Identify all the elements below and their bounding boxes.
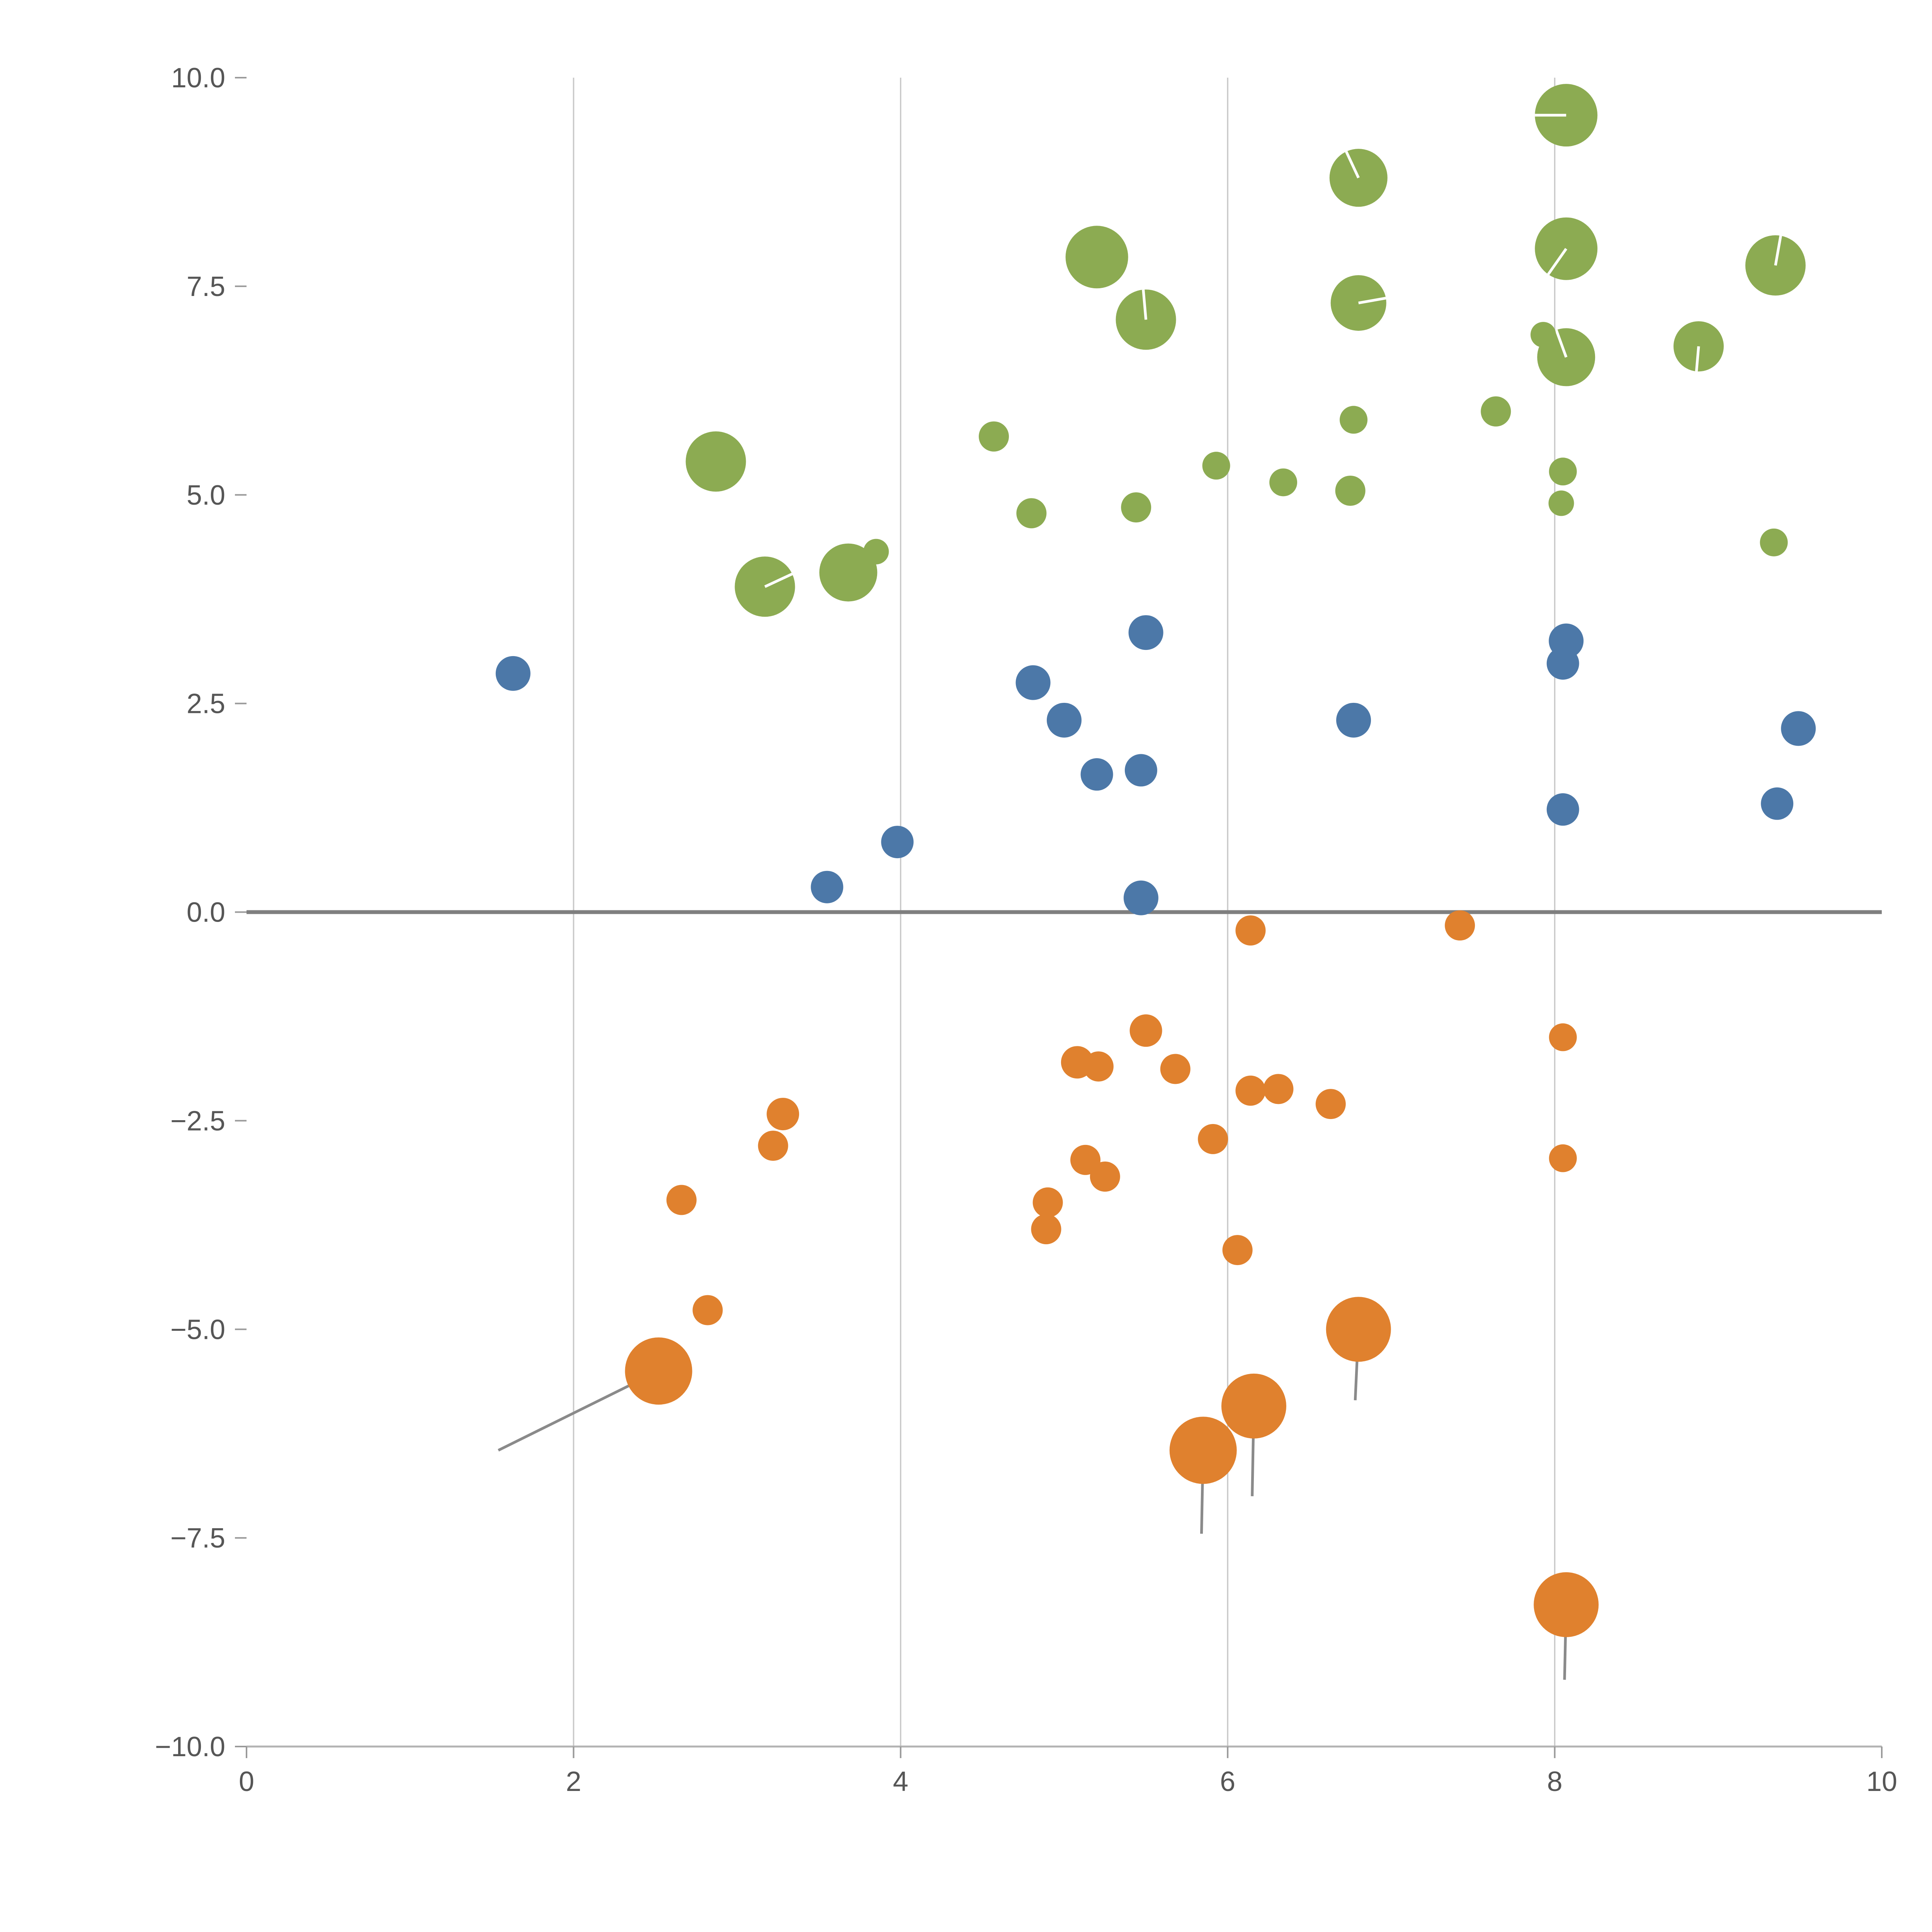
- data-point: [1781, 711, 1816, 746]
- data-point: [1128, 615, 1163, 650]
- data-point: [881, 826, 914, 859]
- y-tick-label: 2.5: [187, 689, 225, 719]
- x-tick-label: 8: [1547, 1766, 1563, 1797]
- y-tick-label: 10.0: [171, 63, 225, 94]
- data-point: [1549, 1144, 1577, 1172]
- y-tick-label: −2.5: [170, 1105, 225, 1136]
- data-point: [767, 1098, 799, 1131]
- x-tick-label: 4: [893, 1766, 908, 1797]
- x-axis: 0 2 4 6 8 10: [239, 1747, 1897, 1797]
- data-point: [1336, 702, 1371, 738]
- data-point: [1031, 1214, 1061, 1245]
- x-tick-label: 6: [1220, 1766, 1235, 1797]
- data-point: [1235, 1075, 1266, 1106]
- data-point: [1530, 322, 1556, 348]
- data-point: [1090, 1162, 1120, 1192]
- series-green-group: [685, 84, 1806, 617]
- data-point: [1032, 1187, 1063, 1218]
- data-point: [1549, 1023, 1577, 1051]
- data-point: [979, 421, 1009, 452]
- data-point: [666, 1185, 697, 1215]
- bubble-white-tick: [1695, 346, 1700, 372]
- data-point: [1534, 1572, 1599, 1637]
- data-point: [1315, 1089, 1346, 1119]
- data-point: [1546, 647, 1579, 680]
- data-point: [685, 431, 746, 492]
- bubble-white-tick: [1358, 297, 1386, 304]
- data-point: [1481, 396, 1511, 427]
- data-point: [1083, 1051, 1114, 1082]
- data-point: [1124, 754, 1157, 787]
- data-point: [1222, 1235, 1253, 1265]
- bubble-white-tick: [1555, 329, 1568, 358]
- data-point: [1760, 528, 1788, 556]
- y-tick-label: −10.0: [155, 1731, 225, 1762]
- x-tick-label: 0: [239, 1766, 254, 1797]
- y-tick-label: −5.0: [170, 1314, 225, 1345]
- data-point: [1169, 1417, 1237, 1484]
- data-point: [1080, 758, 1113, 791]
- data-point: [1198, 1124, 1228, 1154]
- data-point: [1335, 475, 1366, 506]
- y-tick-label: 0.0: [187, 897, 225, 928]
- data-point: [1160, 1054, 1190, 1084]
- data-point: [1047, 702, 1082, 738]
- bubble-white-tick: [1774, 235, 1782, 266]
- data-point: [1221, 1373, 1286, 1439]
- y-tick-label: −7.5: [170, 1523, 225, 1554]
- series-orange-group: [498, 910, 1599, 1680]
- y-axis: 10.0 7.5 5.0 2.5 0.0 −2.5 −5.0 −7.5 −10.0: [155, 63, 247, 1762]
- data-point: [1123, 880, 1158, 915]
- bubble-white-tick: [1547, 248, 1568, 276]
- series-blue-group: [495, 615, 1816, 915]
- data-point: [1070, 1145, 1101, 1175]
- data-point: [495, 656, 531, 691]
- data-point: [1269, 468, 1298, 497]
- data-point: [1445, 910, 1475, 941]
- data-point: [1761, 787, 1794, 820]
- data-point: [1340, 406, 1368, 434]
- y-tick-label: 7.5: [187, 271, 225, 302]
- bubble-white-tick: [764, 573, 793, 588]
- data-point: [1548, 490, 1574, 516]
- data-point: [1015, 665, 1051, 700]
- data-point: [1326, 1297, 1391, 1362]
- x-tick-label: 10: [1866, 1766, 1897, 1797]
- data-point: [819, 543, 878, 602]
- data-point: [692, 1295, 723, 1325]
- bubble-white-tick: [1345, 151, 1360, 179]
- bubble-white-tick: [1142, 289, 1148, 320]
- data-point: [863, 539, 889, 565]
- data-point: [625, 1337, 692, 1405]
- data-point: [1065, 226, 1128, 289]
- data-point: [1121, 492, 1151, 523]
- data-point: [1549, 457, 1577, 486]
- data-point: [1546, 793, 1579, 826]
- data-point: [1263, 1074, 1294, 1104]
- data-point: [758, 1131, 788, 1161]
- data-point: [1235, 915, 1266, 946]
- y-tick-label: 5.0: [187, 480, 225, 511]
- data-point: [1016, 498, 1047, 529]
- x-tick-label: 2: [566, 1766, 581, 1797]
- data-point: [811, 871, 844, 903]
- data-point: [1202, 452, 1230, 480]
- data-point: [1129, 1014, 1162, 1047]
